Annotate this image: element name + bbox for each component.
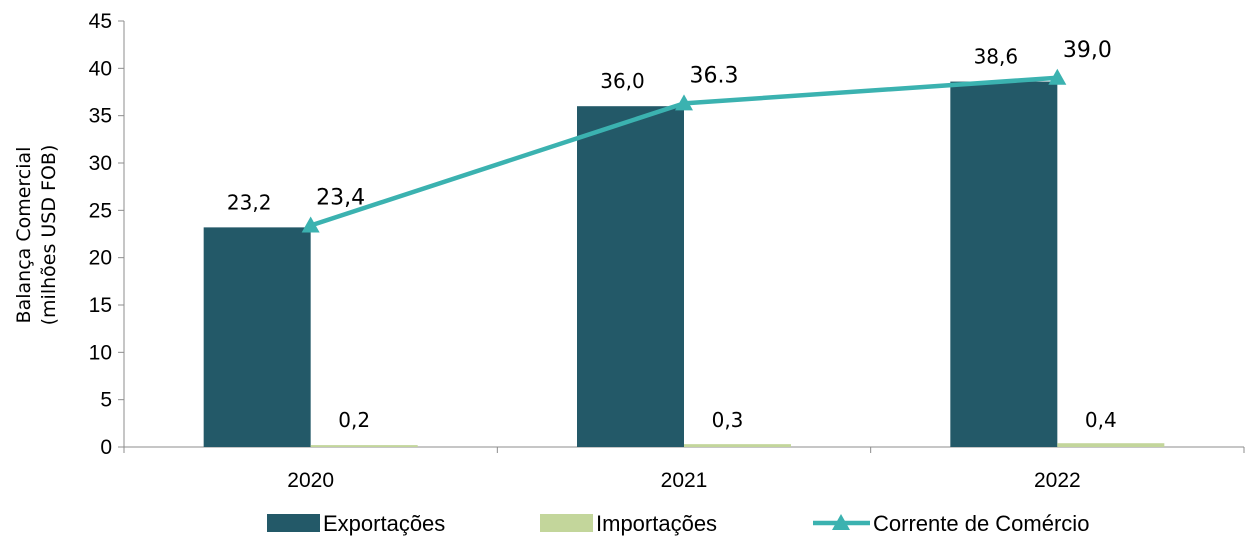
y-tick-label: 5 xyxy=(100,389,112,412)
y-tick-label: 35 xyxy=(89,105,112,128)
y-tick-label: 0 xyxy=(100,436,112,459)
y-tick-label: 20 xyxy=(89,247,112,270)
legend-swatch xyxy=(540,514,593,532)
data-labels: 23,2 36,0 38,6 0,2 0,3 0,4 23,4 36.3 39,0 xyxy=(227,38,1117,432)
x-tick-label: 2022 xyxy=(1034,469,1081,492)
legend-label: Importações xyxy=(596,511,717,536)
data-label-importacoes: 0,2 xyxy=(338,408,370,432)
data-label-exportacoes: 36,0 xyxy=(600,69,645,93)
bar-exportacoes xyxy=(203,227,311,447)
axes: 0 5 10 15 20 25 30 35 40 45 2020 2021 2022 xyxy=(89,10,1245,492)
x-tick-label: 2021 xyxy=(661,469,708,492)
legend-label: Corrente de Comércio xyxy=(873,511,1089,536)
y-tick-label: 15 xyxy=(89,294,112,317)
y-axis-title-line2: (milhões USD FOB) xyxy=(38,145,60,326)
data-label-importacoes: 0,4 xyxy=(1085,408,1117,432)
bar-importacoes xyxy=(310,445,418,447)
data-label-corrente-de-comercio: 23,4 xyxy=(316,185,365,210)
line-series xyxy=(301,68,1067,233)
y-tick-label: 25 xyxy=(89,199,112,222)
data-label-corrente-de-comercio: 36.3 xyxy=(690,63,739,88)
bar-exportacoes xyxy=(577,106,684,447)
bar-importacoes xyxy=(1057,443,1165,447)
legend-marker xyxy=(832,514,850,530)
y-tick-label: 30 xyxy=(89,152,112,175)
x-tick-label: 2020 xyxy=(287,469,334,492)
marker-corrente-de-comercio xyxy=(675,94,693,111)
bar-exportacoes xyxy=(950,81,1058,447)
legend-swatch xyxy=(267,514,320,532)
data-label-importacoes: 0,3 xyxy=(712,408,744,432)
data-label-exportacoes: 23,2 xyxy=(227,190,272,214)
marker-corrente-de-comercio xyxy=(1048,68,1067,85)
bar-importacoes xyxy=(684,444,791,447)
bars xyxy=(203,81,1165,447)
legend-label: Exportações xyxy=(323,511,445,536)
data-label-corrente-de-comercio: 39,0 xyxy=(1063,38,1112,63)
y-tick-label: 45 xyxy=(89,10,112,33)
y-tick-label: 10 xyxy=(89,341,112,364)
y-tick-label: 40 xyxy=(89,57,112,80)
y-axis-title-line1: Balança Comercial xyxy=(13,147,35,324)
legend: Exportações Importações Corrente de Comérc… xyxy=(267,511,1089,536)
marker-corrente-de-comercio xyxy=(301,216,320,233)
data-label-exportacoes: 38,6 xyxy=(974,45,1019,69)
